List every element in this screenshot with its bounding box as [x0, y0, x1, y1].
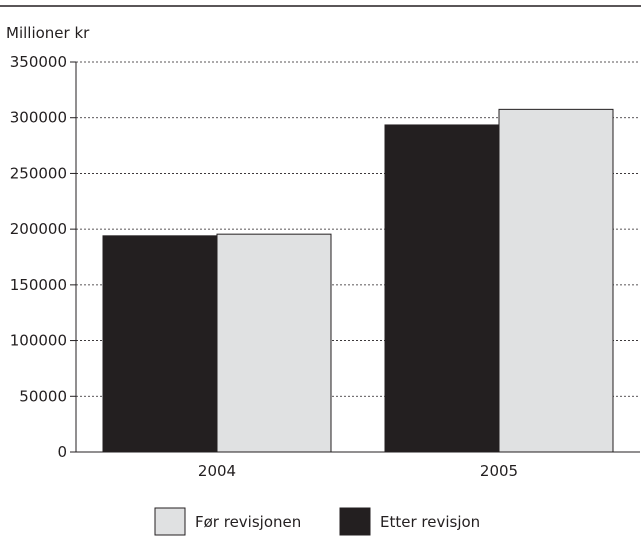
y-unit-label: Millioner kr	[6, 24, 90, 42]
y-tick-label: 50000	[19, 387, 67, 405]
y-tick-label: 350000	[10, 53, 67, 71]
bar-2005-etter-revisjon	[384, 124, 500, 453]
bar-2004-f-r-revisjonen	[216, 233, 332, 453]
x-tick-label: 2004	[198, 462, 236, 480]
legend-swatch	[154, 507, 186, 536]
y-tick-label: 150000	[10, 276, 67, 294]
legend-swatch	[339, 507, 371, 536]
legend-label: Etter revisjon	[380, 513, 480, 531]
bar-2005-f-r-revisjonen	[498, 108, 614, 453]
legend: Før revisjonen Etter revisjon	[154, 507, 480, 536]
bar-2004-etter-revisjon	[102, 235, 218, 453]
y-tick-label: 300000	[10, 109, 67, 127]
x-axis-ticks: 2004 2005	[198, 462, 518, 480]
y-tick-label: 100000	[10, 332, 67, 350]
y-tick-label: 0	[57, 443, 67, 461]
y-axis-ticks: 0 50000 100000 150000 200000 250000 300000 3500…	[10, 53, 76, 461]
x-tick-label: 2005	[480, 462, 518, 480]
legend-label: Før revisjonen	[195, 513, 301, 531]
y-tick-label: 250000	[10, 164, 67, 182]
bars	[102, 108, 614, 453]
y-tick-label: 200000	[10, 220, 67, 238]
